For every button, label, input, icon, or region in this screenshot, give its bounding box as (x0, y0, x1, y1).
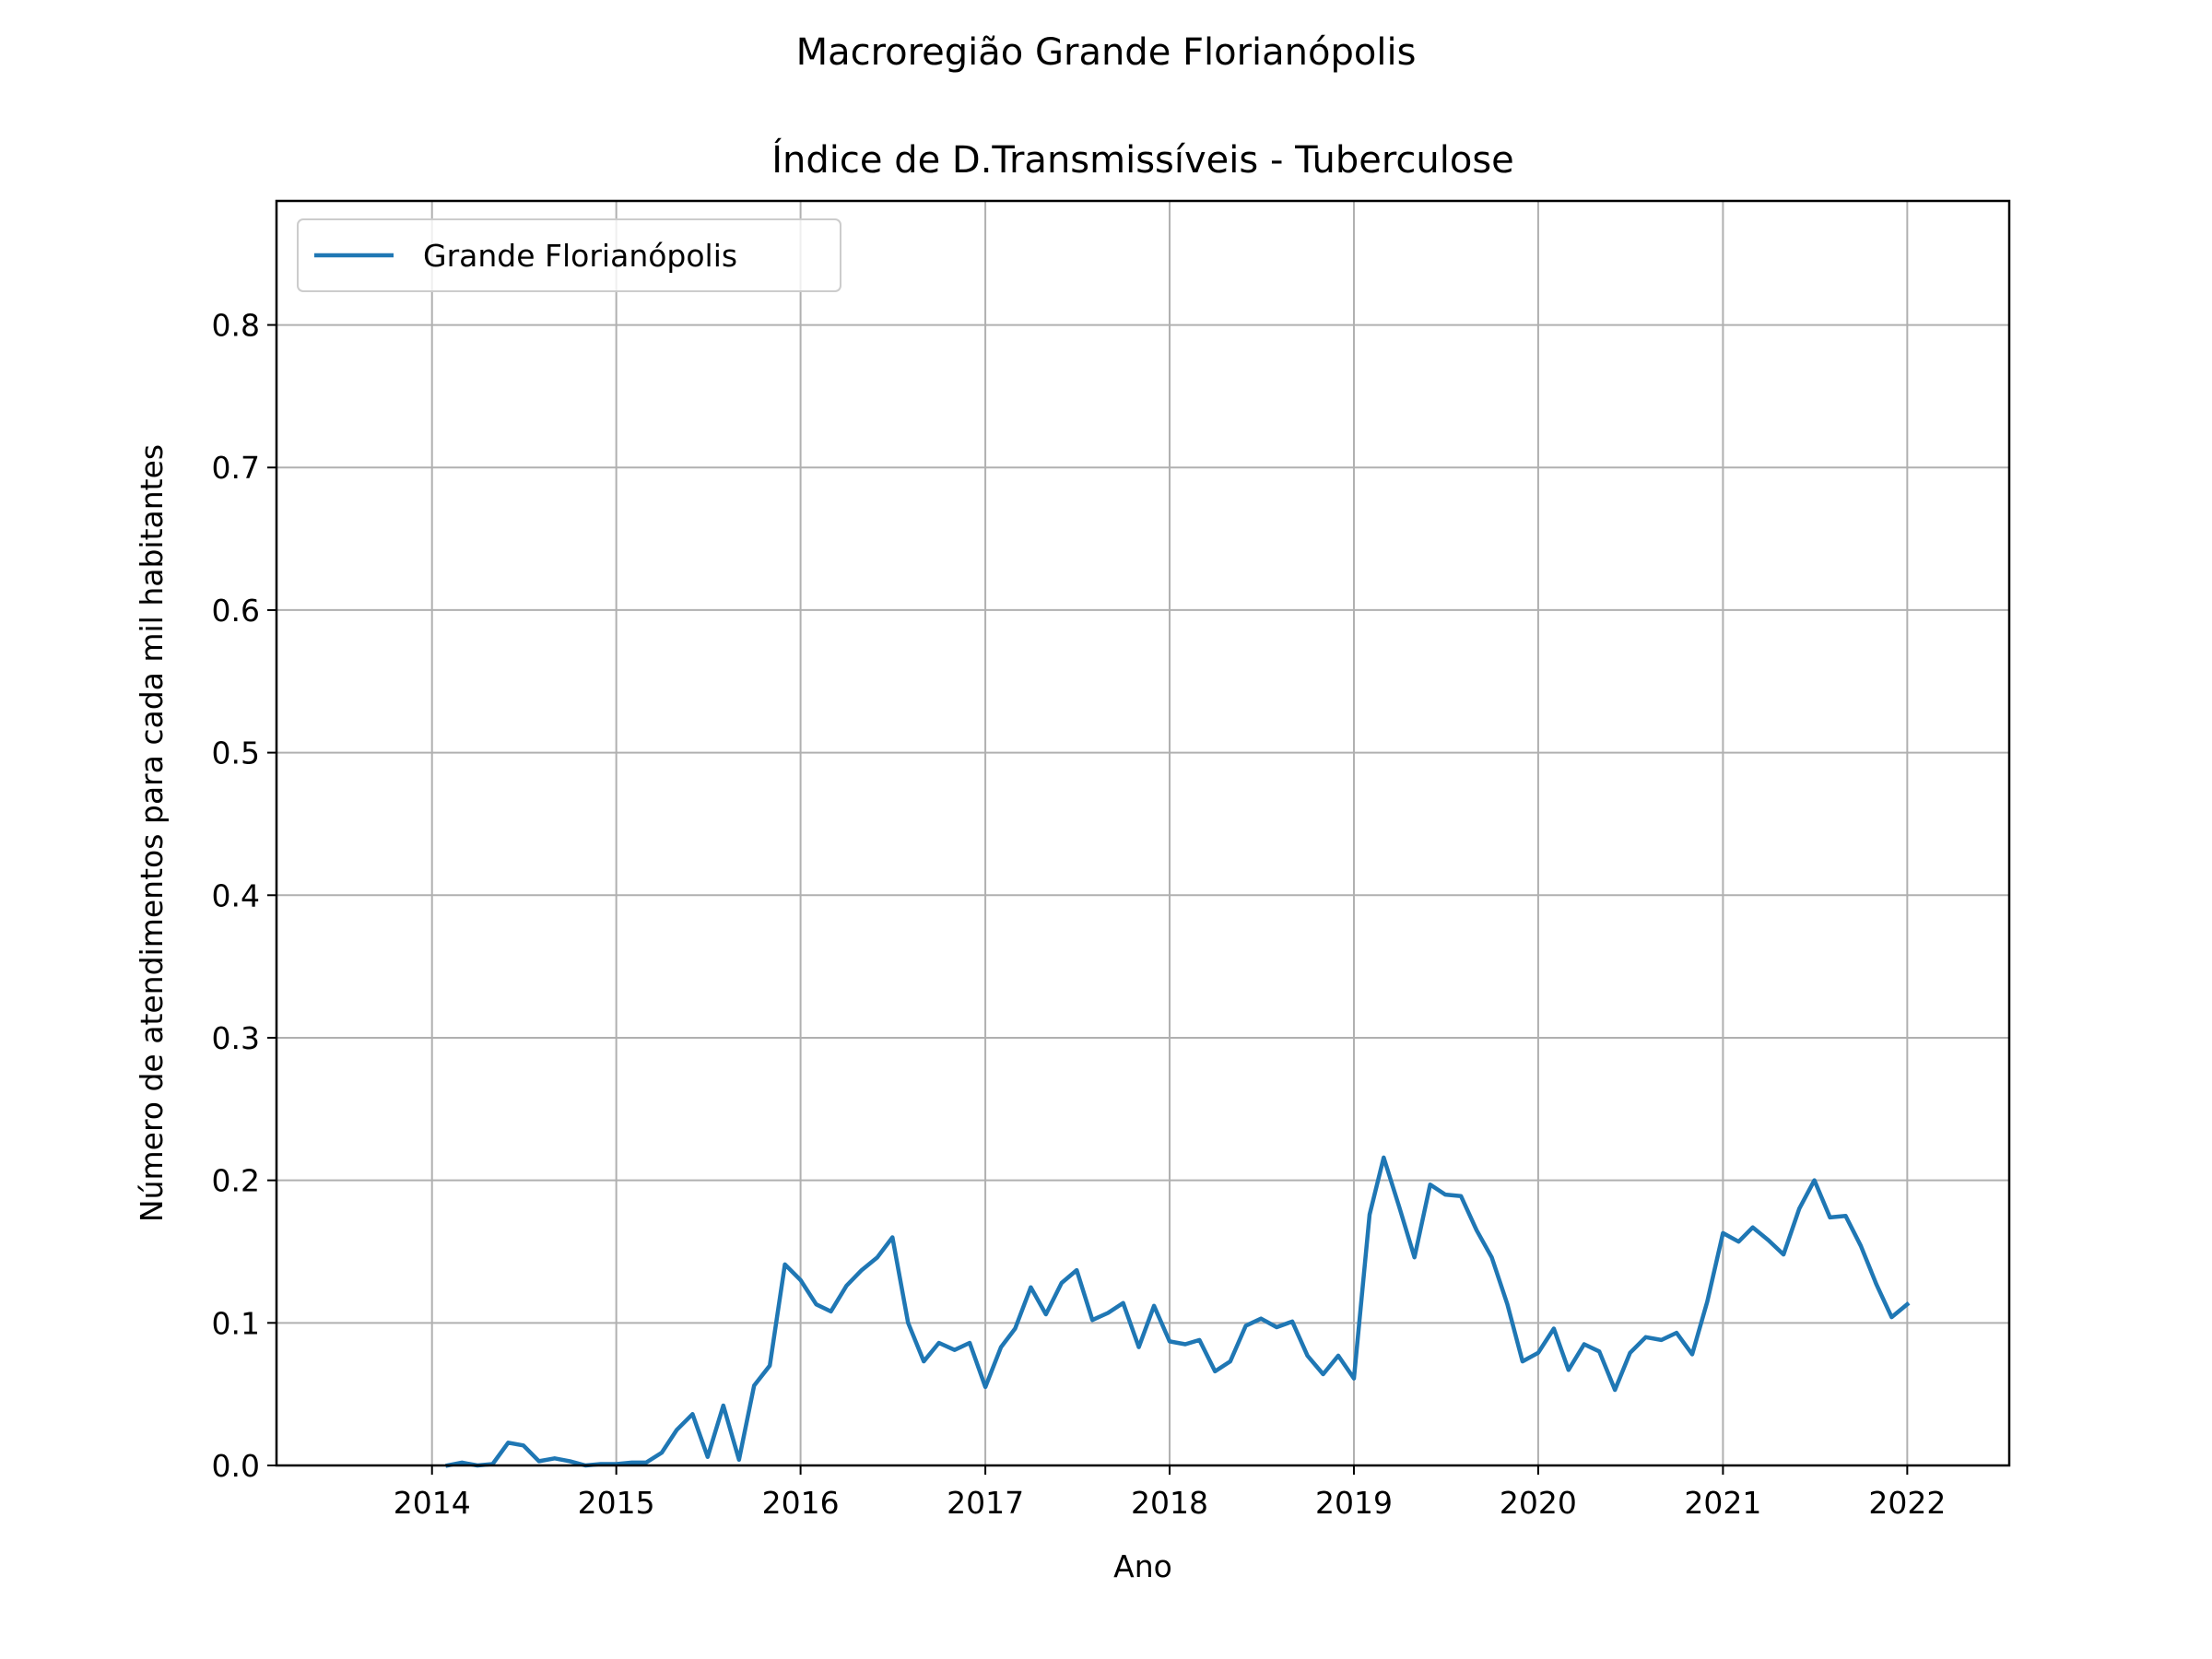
y-tick-label: 0.0 (212, 1448, 260, 1484)
legend-label-grande-florianopolis: Grande Florianópolis (423, 238, 737, 274)
chart-title: Índice de D.Transmissíveis - Tuberculose (771, 137, 1514, 182)
y-tick-label: 0.6 (212, 593, 260, 629)
legend: Grande Florianópolis (297, 218, 841, 292)
x-tick-label: 2017 (947, 1485, 1024, 1521)
y-tick-label: 0.7 (212, 450, 260, 486)
x-tick-label: 2021 (1684, 1485, 1761, 1521)
x-axis-label: Ano (1113, 1548, 1172, 1584)
x-tick-label: 2018 (1131, 1485, 1208, 1521)
figure-suptitle: Macroregião Grande Florianópolis (796, 31, 1417, 74)
x-axis-ticks: 2014 2015 2016 2017 2018 2019 2020 2021 2022 (394, 1465, 1946, 1521)
series-layer (445, 1155, 1911, 1468)
y-tick-label: 0.2 (212, 1163, 260, 1199)
y-axis-ticks: 0.0 0.1 0.2 0.3 0.4 0.5 0.6 0.7 0.8 (212, 308, 276, 1484)
y-axis-label: Número de atendimentos para cada mil hab… (134, 444, 170, 1222)
series-line-0 (445, 1155, 1911, 1468)
x-tick-label: 2016 (762, 1485, 840, 1521)
y-tick-label: 0.8 (212, 308, 260, 344)
x-tick-label: 2014 (394, 1485, 471, 1521)
y-tick-label: 0.1 (212, 1305, 260, 1341)
x-tick-label: 2020 (1500, 1485, 1577, 1521)
y-tick-label: 0.3 (212, 1020, 260, 1056)
y-tick-label: 0.4 (212, 877, 260, 913)
x-tick-label: 2022 (1868, 1485, 1946, 1521)
gridlines (276, 201, 2009, 1466)
legend-box (297, 218, 841, 292)
x-tick-label: 2019 (1315, 1485, 1393, 1521)
plot-area-frame (275, 199, 2011, 1467)
x-tick-label: 2015 (578, 1485, 655, 1521)
y-tick-label: 0.5 (212, 735, 260, 771)
